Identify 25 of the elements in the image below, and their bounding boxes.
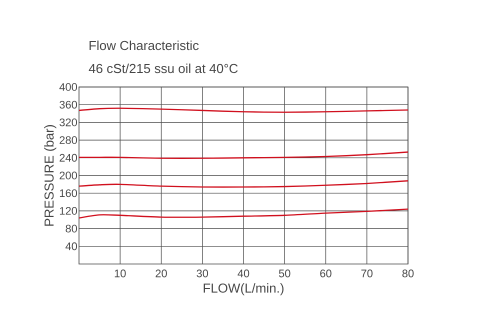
x-tick-label: 10 [114,270,126,278]
y-tick-label: 200 [60,172,78,180]
chart-subtitle: 46 cSt/215 ssu oil at 40°C [88,64,238,74]
x-tick-label: 60 [320,270,332,278]
x-tick-label: 40 [238,270,250,278]
line-series [79,180,408,188]
x-tick-label: 80 [402,270,414,278]
y-tick-label: 80 [66,224,78,232]
line-series [79,208,408,219]
x-tick-label: 70 [361,270,373,278]
chart-title: Flow Characteristic [90,40,199,50]
y-tick-label: 400 [59,83,78,91]
y-tick-label: 160 [60,189,78,198]
x-tick-label: 50 [278,270,290,278]
y-tick-label: 240 [60,154,78,162]
x-tick-label: 20 [156,270,167,278]
y-tick-label: 120 [60,207,78,215]
x-axis-title: FLOW(L/min.) [204,283,284,296]
x-tick-label: 30 [196,270,208,278]
y-tick-label: 280 [60,136,78,144]
y-tick-label: 40 [65,242,78,250]
line-series [79,151,408,159]
y-axis-title: PRESSURE (bar) [44,125,56,226]
y-tick-label: 360 [60,100,78,109]
y-tick-label: 320 [60,118,78,126]
